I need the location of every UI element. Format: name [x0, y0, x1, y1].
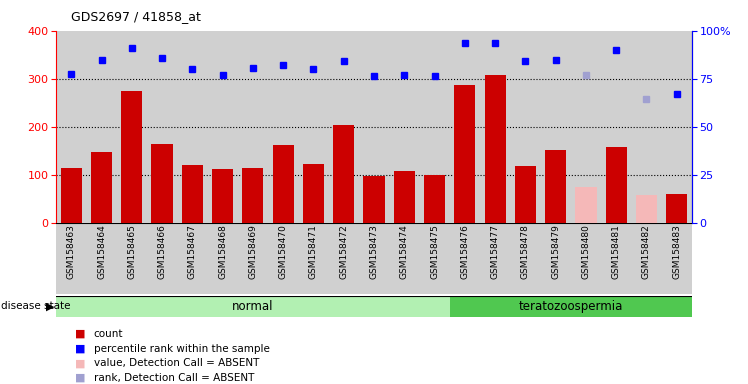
Bar — [359, 223, 389, 294]
Bar — [333, 125, 355, 223]
Bar — [571, 31, 601, 223]
Text: normal: normal — [232, 300, 274, 313]
Bar — [601, 31, 631, 223]
Text: GSM158483: GSM158483 — [672, 224, 681, 279]
Bar — [571, 223, 601, 294]
Bar — [393, 171, 415, 223]
Text: GSM158472: GSM158472 — [340, 224, 349, 279]
Text: disease state: disease state — [1, 301, 71, 311]
Text: GSM158482: GSM158482 — [642, 224, 651, 279]
Bar — [56, 31, 86, 223]
Text: GSM158477: GSM158477 — [491, 224, 500, 279]
Bar — [207, 223, 238, 294]
Bar — [268, 223, 298, 294]
Bar — [575, 187, 596, 223]
Bar — [424, 175, 445, 223]
Text: ■: ■ — [75, 329, 85, 339]
Bar — [662, 223, 692, 294]
Bar — [303, 164, 324, 223]
Bar — [541, 31, 571, 223]
Bar — [182, 165, 203, 223]
Text: rank, Detection Call = ABSENT: rank, Detection Call = ABSENT — [94, 373, 254, 383]
Bar — [389, 31, 420, 223]
Bar — [117, 31, 147, 223]
Bar — [450, 31, 480, 223]
Text: GSM158470: GSM158470 — [279, 224, 288, 279]
Bar — [450, 223, 480, 294]
Text: GSM158476: GSM158476 — [460, 224, 469, 279]
Bar — [86, 31, 117, 223]
Bar — [606, 147, 627, 223]
Bar — [541, 223, 571, 294]
Bar — [510, 31, 541, 223]
Bar — [91, 152, 112, 223]
Bar — [177, 223, 207, 294]
Bar — [601, 223, 631, 294]
Bar — [631, 31, 662, 223]
Bar — [121, 91, 142, 223]
Bar — [86, 223, 117, 294]
Bar — [420, 31, 450, 223]
Bar — [480, 31, 510, 223]
Text: count: count — [94, 329, 123, 339]
Bar — [151, 144, 173, 223]
Bar — [450, 296, 692, 317]
Text: ■: ■ — [75, 344, 85, 354]
Bar — [147, 31, 177, 223]
Bar — [631, 223, 662, 294]
Text: percentile rank within the sample: percentile rank within the sample — [94, 344, 269, 354]
Text: ■: ■ — [75, 373, 85, 383]
Text: GSM158466: GSM158466 — [158, 224, 167, 279]
Text: GSM158480: GSM158480 — [581, 224, 590, 279]
Text: GSM158469: GSM158469 — [248, 224, 257, 279]
Text: GSM158465: GSM158465 — [127, 224, 136, 279]
Text: GSM158464: GSM158464 — [97, 224, 106, 279]
Bar — [238, 31, 268, 223]
Text: GSM158478: GSM158478 — [521, 224, 530, 279]
Bar — [662, 31, 692, 223]
Bar — [328, 31, 359, 223]
Bar — [515, 166, 536, 223]
Bar — [212, 169, 233, 223]
Bar — [298, 223, 328, 294]
Bar — [454, 85, 476, 223]
Bar — [328, 223, 359, 294]
Text: teratozoospermia: teratozoospermia — [518, 300, 623, 313]
Text: ▶: ▶ — [46, 301, 55, 311]
Text: GSM158473: GSM158473 — [370, 224, 378, 279]
Bar — [242, 167, 263, 223]
Bar — [117, 223, 147, 294]
Bar — [238, 223, 268, 294]
Bar — [298, 31, 328, 223]
Bar — [272, 145, 294, 223]
Bar — [364, 176, 384, 223]
Text: GDS2697 / 41858_at: GDS2697 / 41858_at — [71, 10, 201, 23]
Text: GSM158475: GSM158475 — [430, 224, 439, 279]
Bar — [177, 31, 207, 223]
Bar — [545, 150, 566, 223]
Bar — [480, 223, 510, 294]
Bar — [56, 223, 86, 294]
Bar — [207, 31, 238, 223]
Bar — [268, 31, 298, 223]
Text: GSM158467: GSM158467 — [188, 224, 197, 279]
Bar — [147, 223, 177, 294]
Text: GSM158468: GSM158468 — [218, 224, 227, 279]
Bar — [510, 223, 541, 294]
Text: GSM158471: GSM158471 — [309, 224, 318, 279]
Bar — [56, 296, 450, 317]
Text: GSM158481: GSM158481 — [612, 224, 621, 279]
Bar — [389, 223, 420, 294]
Text: ■: ■ — [75, 358, 85, 368]
Text: value, Detection Call = ABSENT: value, Detection Call = ABSENT — [94, 358, 259, 368]
Bar — [666, 194, 687, 223]
Bar — [61, 167, 82, 223]
Bar — [420, 223, 450, 294]
Bar — [636, 195, 657, 223]
Text: GSM158479: GSM158479 — [551, 224, 560, 279]
Bar — [485, 75, 506, 223]
Bar — [359, 31, 389, 223]
Text: GSM158463: GSM158463 — [67, 224, 76, 279]
Text: GSM158474: GSM158474 — [399, 224, 408, 279]
